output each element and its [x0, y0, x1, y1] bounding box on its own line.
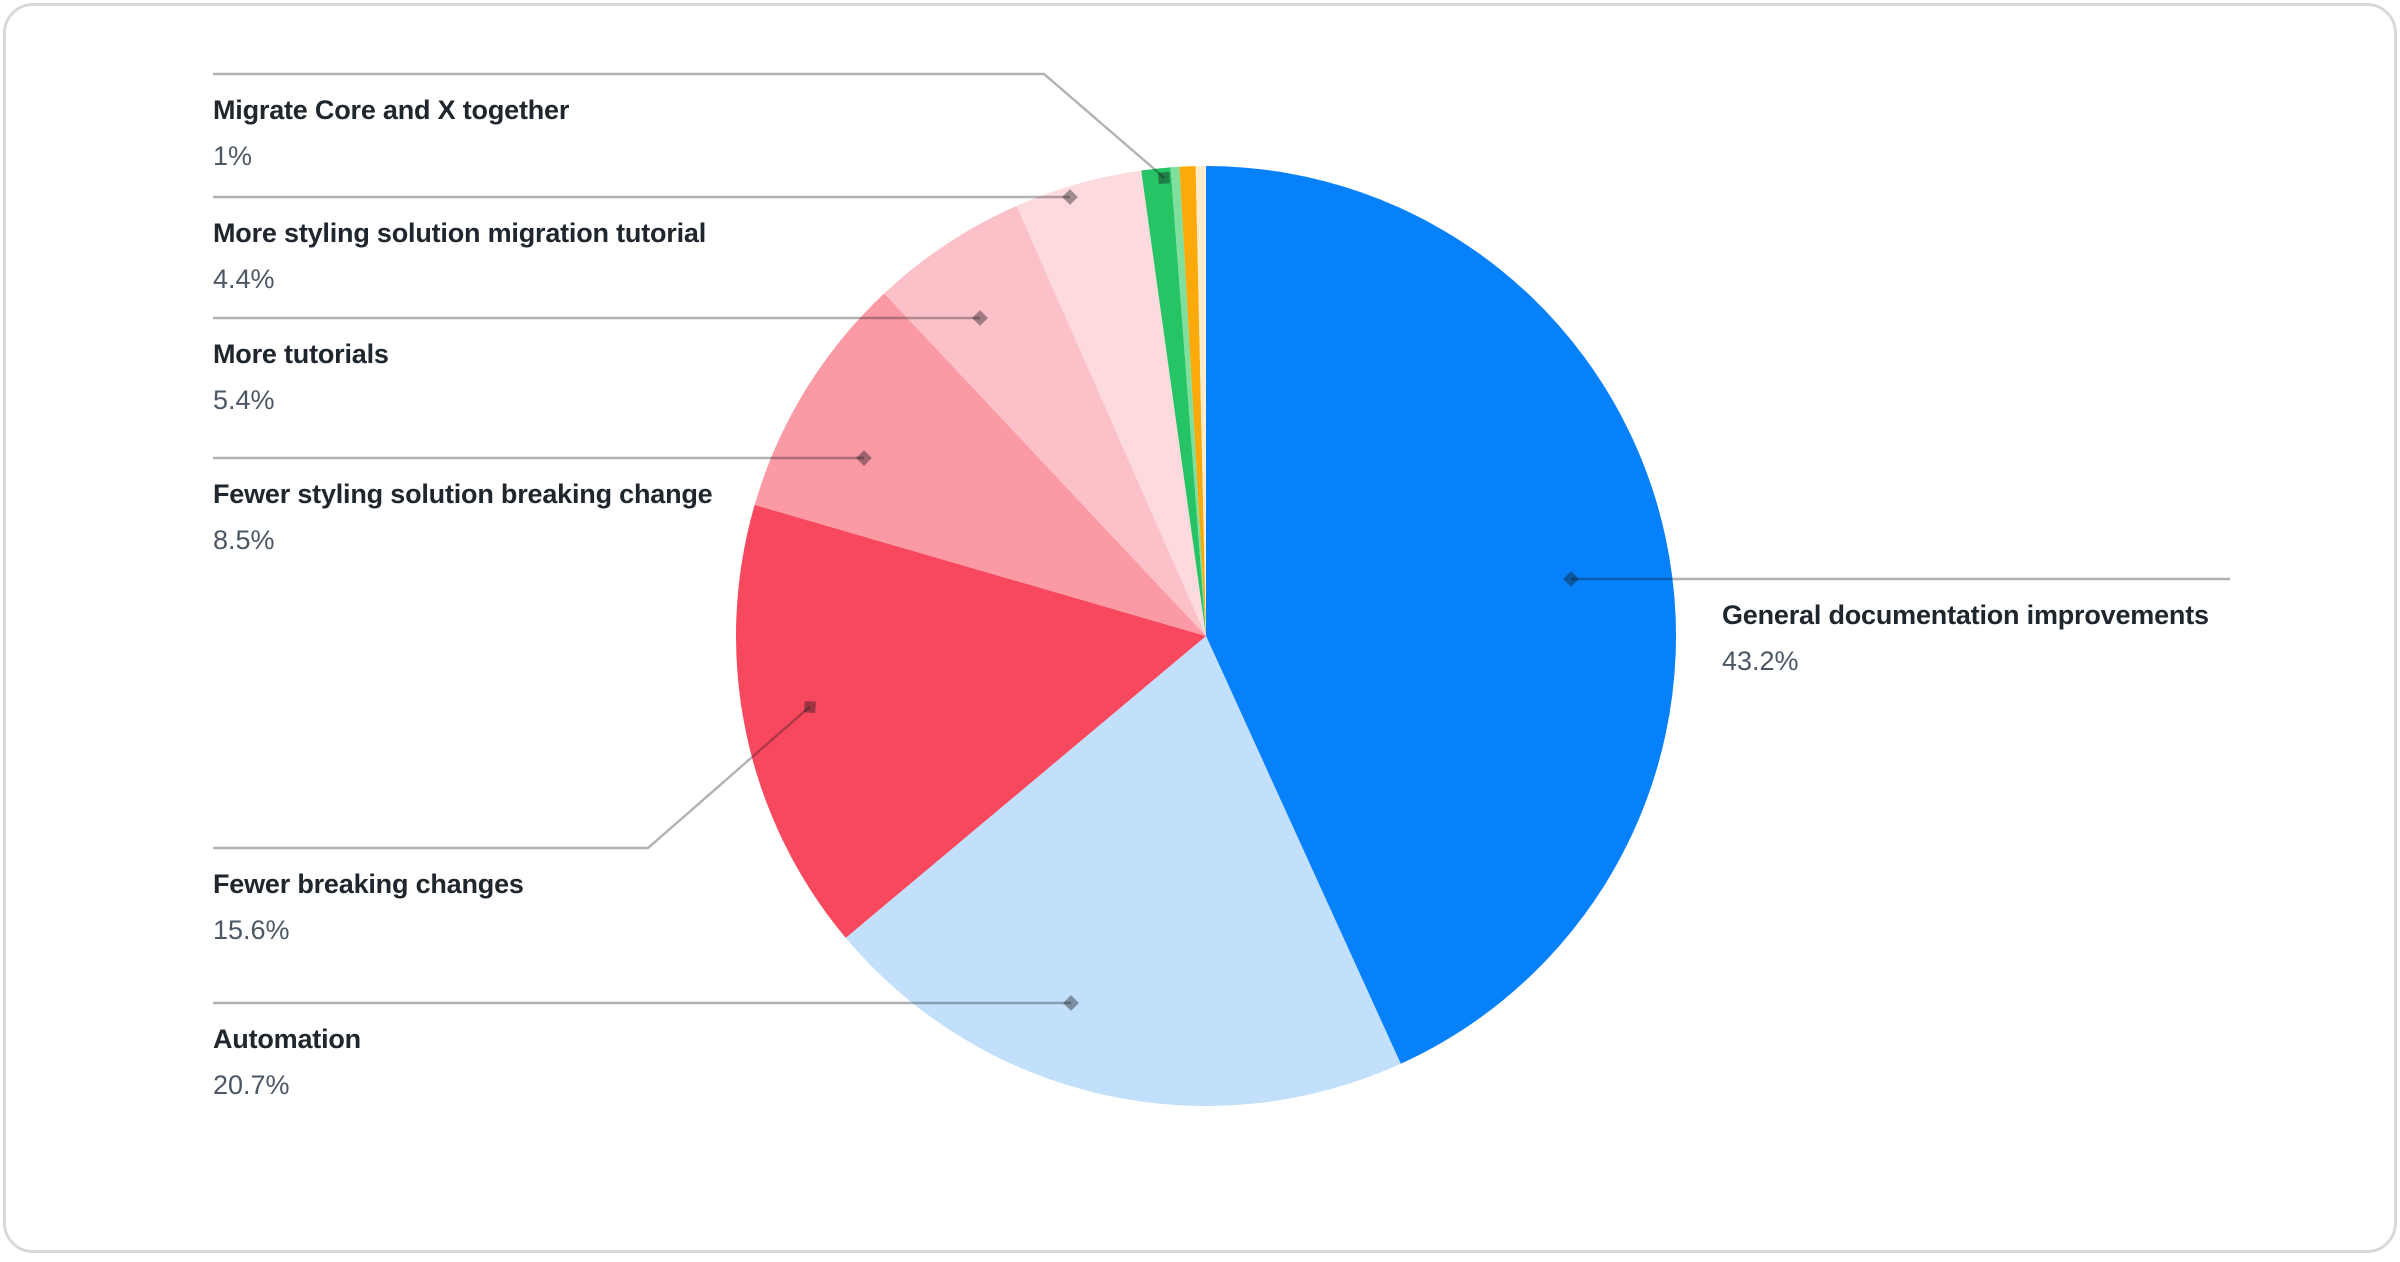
callout-marker	[804, 701, 816, 713]
slice-label: General documentation improvements	[1722, 600, 2209, 630]
callout-line	[213, 706, 811, 850]
callout-fewer-breaking-changes: Fewer breaking changes 15.6%	[213, 867, 853, 947]
pie-slice-8[interactable]	[1179, 166, 1206, 636]
callout-marker	[1158, 172, 1170, 184]
slice-percent: 8.5%	[213, 525, 275, 555]
callout-line	[213, 72, 1165, 179]
slice-percent: 4.4%	[213, 264, 275, 294]
pie-chart-svg	[213, 72, 2230, 1106]
slice-label: Migrate Core and X together	[213, 95, 570, 125]
slice-label: Automation	[213, 1024, 361, 1054]
slice-percent: 43.2%	[1722, 646, 1799, 676]
slice-percent: 20.7%	[213, 1070, 290, 1100]
pie-slice-7[interactable]	[1170, 166, 1206, 636]
pie-slice-3[interactable]	[754, 293, 1206, 636]
slice-percent: 1%	[213, 141, 253, 171]
callout-fewer-styling-solution-breaking-change: Fewer styling solution breaking change 8…	[213, 477, 853, 557]
slice-percent: 5.4%	[213, 385, 275, 415]
slice-label: Fewer breaking changes	[213, 869, 524, 899]
callout-marker	[972, 310, 988, 326]
slice-label: More tutorials	[213, 339, 389, 369]
callout-more-styling-solution-migration-tutorial: More styling solution migration tutorial…	[213, 216, 853, 296]
callout-general-documentation-improvements: General documentation improvements 43.2%	[1722, 598, 2362, 678]
slice-label: Fewer styling solution breaking change	[213, 479, 713, 509]
callout-marker	[856, 450, 872, 466]
pie-slice-2[interactable]	[735, 504, 1206, 938]
slice-percent: 15.6%	[213, 915, 290, 945]
callout-more-tutorials: More tutorials 5.4%	[213, 337, 853, 417]
callout-automation: Automation 20.7%	[213, 1022, 853, 1102]
pie-slice-0[interactable]	[1206, 166, 1676, 1064]
slice-label: More styling solution migration tutorial	[213, 218, 707, 248]
pie-slice-6[interactable]	[1141, 167, 1206, 636]
chart-card: Migrate Core and X together 1% More styl…	[3, 3, 2397, 1253]
pie-slice-4[interactable]	[884, 205, 1206, 636]
pie-slice-1[interactable]	[845, 636, 1401, 1106]
callout-migrate-core-and-x-together: Migrate Core and X together 1%	[213, 93, 853, 173]
pie-slice-5[interactable]	[1016, 170, 1206, 636]
pie-slice-9[interactable]	[1195, 166, 1206, 636]
